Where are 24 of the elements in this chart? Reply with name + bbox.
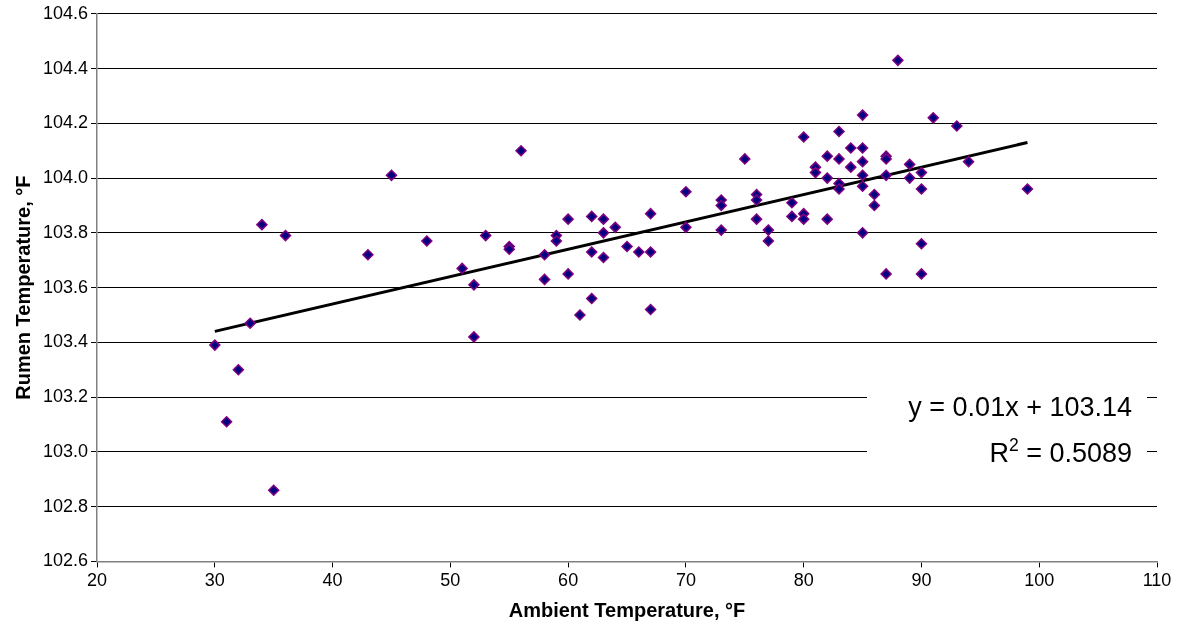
y-tick-label: 102.8	[43, 495, 89, 516]
y-tick-label: 104.0	[43, 167, 89, 188]
x-tick-label: 60	[558, 570, 579, 591]
y-axis-title: Rumen Temperature, °F	[11, 175, 34, 400]
x-tick-label: 100	[1024, 570, 1055, 591]
y-tick-label: 104.2	[43, 112, 89, 133]
x-tick-label: 30	[204, 570, 225, 591]
y-tick-label: 103.2	[43, 386, 89, 407]
x-tick-label: 110	[1142, 570, 1172, 591]
y-tick-label: 102.6	[43, 550, 89, 571]
y-tick-label: 103.0	[43, 440, 89, 461]
y-tick-label: 103.8	[43, 221, 89, 242]
x-tick-label: 20	[87, 570, 108, 591]
x-axis-title: Ambient Temperature, °F	[508, 598, 746, 621]
y-tick-label: 104.6	[43, 2, 89, 23]
y-tick-label: 104.4	[43, 57, 89, 78]
y-tick-label: 103.6	[43, 276, 89, 297]
annotation: y = 0.01x + 103.14	[908, 392, 1133, 423]
x-tick-label: 90	[911, 570, 932, 591]
x-tick-label: 80	[793, 570, 814, 591]
x-tick-label: 40	[322, 570, 343, 591]
x-tick-label: 70	[675, 570, 696, 591]
x-tick-label: 50	[440, 570, 461, 591]
y-tick-label: 103.4	[43, 331, 89, 352]
